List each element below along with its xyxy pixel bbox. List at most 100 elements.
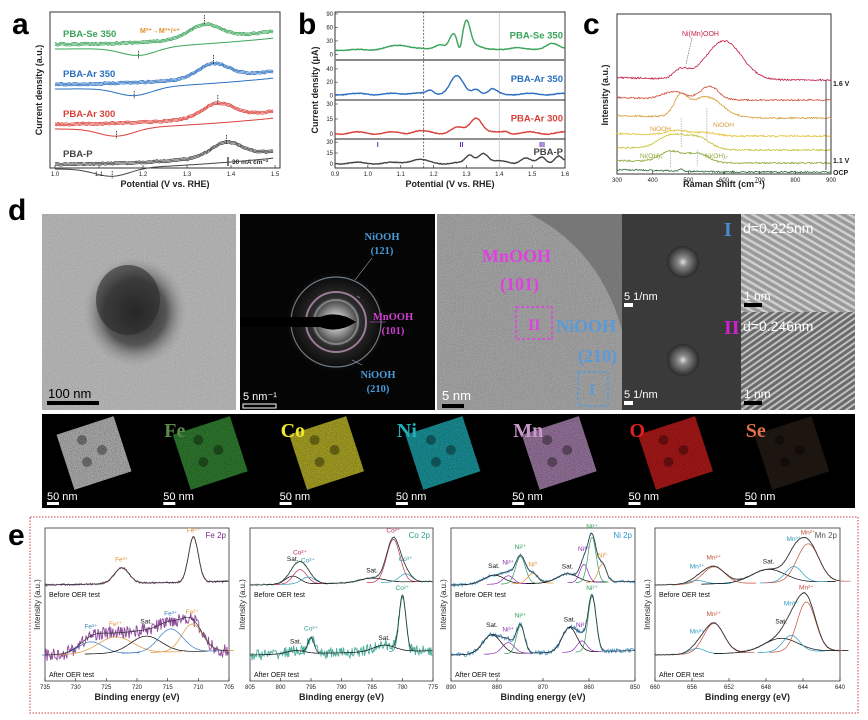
x-tick-label: 730 [71,685,82,691]
void [425,435,436,445]
peak-label: Co²⁺ [386,528,400,535]
void [779,457,790,467]
hrtem-mnooh-label: MnOOH [482,246,551,266]
peak-label: Sat. [290,638,302,645]
lattice-scale-label: 1 nm [744,289,771,303]
x-tick-label: 700 [755,178,766,184]
fitted-component [713,637,849,654]
fitted-component [323,577,421,584]
void [542,435,553,445]
peak-label: Sat. [775,619,787,626]
raw-spectrum [654,591,840,656]
signal-noise [638,416,713,490]
raman-spectrum [616,92,832,120]
eds-scale-label: 50 nm [47,491,78,503]
region-label: I [377,142,379,149]
peak-label: Mn²⁺ [707,555,722,562]
x-tick-label: 656 [687,685,698,691]
panel-label-b: b [298,8,316,41]
y-axis-label: Intensity (a.u.) [33,579,42,630]
fitted-component [567,564,601,584]
x-tick-label: 880 [492,685,503,691]
tem-image: 100 nm [42,214,236,410]
void [82,457,92,467]
void [329,445,340,455]
peak-label: Sat. [564,616,576,623]
after-oer-label: After OER test [254,672,299,679]
void [213,445,224,455]
eds-scale-bar [163,502,176,505]
x-tick-label: 800 [790,178,801,184]
y-axis-label: Current density (a.u.) [34,45,44,136]
peak-label: Mn³⁺ [690,564,705,571]
void [309,435,320,445]
peak-label: Fe²⁺ [187,527,201,534]
panel-label-d: d [8,194,26,227]
eds-scale-bar [628,502,641,505]
cv-forward-scan [54,101,274,124]
void [794,445,805,455]
plot-frame [334,11,566,169]
y-axis-label: Intensity (a.u.) [600,64,610,125]
raw-spectrum [450,593,636,658]
saed-ring-plane: (121) [371,246,394,257]
element-label: Mn [513,420,543,442]
x-tick-label: 500 [683,178,694,184]
x-axis-label: Binding energy (eV) [299,692,384,702]
x-tick-label: 660 [650,685,661,691]
panel-label-e: e [8,519,25,552]
raman-spectrum [616,168,832,174]
peak-label: Sat. [366,568,378,575]
x-tick-label: 890 [446,685,457,691]
lattice-fringe-image [741,312,855,410]
x-tick-label: 300 [612,178,623,184]
cv-forward-scan [54,142,274,167]
void [430,457,441,467]
y-tick-label: 60 [326,25,333,31]
element-label: Co [281,420,305,442]
x-tick-label: 805 [245,685,256,691]
hrtem-niooh-label: NiOOH [556,316,616,336]
peak-label: Sat. [763,559,775,566]
fft-region-label: II [724,317,740,339]
x-tick-label: 1.5 [271,172,280,178]
hrtem-scale-label: 5 nm [442,388,471,403]
void [77,435,87,445]
spectrum-title: Mn 2p [815,531,838,540]
x-axis-label: Binding energy (eV) [94,692,179,702]
series-label: PBA-Ar 350 [63,69,115,80]
before-oer-label: Before OER test [49,592,100,599]
void [198,457,209,467]
cv-forward-scan [54,24,274,47]
peak-label: Mn²⁺ [799,584,814,591]
x-tick-label: 800 [275,685,286,691]
cv-forward-scan [54,22,274,44]
signal-noise [521,416,597,490]
x-axis-label: Raman Shift (cm⁻¹) [683,179,765,189]
cv-forward-scan [54,61,274,84]
annotation-niooh-right: NiOOH [713,122,734,129]
peak-label: Co³⁺ [301,558,315,565]
region-i-label: I [589,382,595,399]
annotation-nioh-right: Ni(OH)₂ [705,153,728,160]
raman-spectrum [616,40,832,82]
cv-forward-scan [54,62,274,86]
fitted-component [366,539,420,584]
y-tick-label: 15 [326,117,333,123]
x-tick-label: 1.2 [139,172,148,178]
fitted-component [764,543,851,584]
panel-label-a: a [12,8,29,41]
x-tick-label: 870 [538,685,549,691]
peak-label: Sat. [287,556,299,563]
y-tick-label: 15 [326,151,333,157]
x-tick-label: 648 [761,685,772,691]
saed-ring-phase: NiOOH [360,370,395,381]
peak-label: Fe²⁺ [186,609,200,616]
series-label: PBA-Se 350 [510,30,563,41]
fitted-component [121,628,220,654]
lattice-fringe-image [741,214,855,312]
eds-map-se: Se 50 nm [744,416,830,505]
eds-scale-label: 50 nm [163,491,194,503]
x-tick-label: 1.4 [495,172,504,178]
